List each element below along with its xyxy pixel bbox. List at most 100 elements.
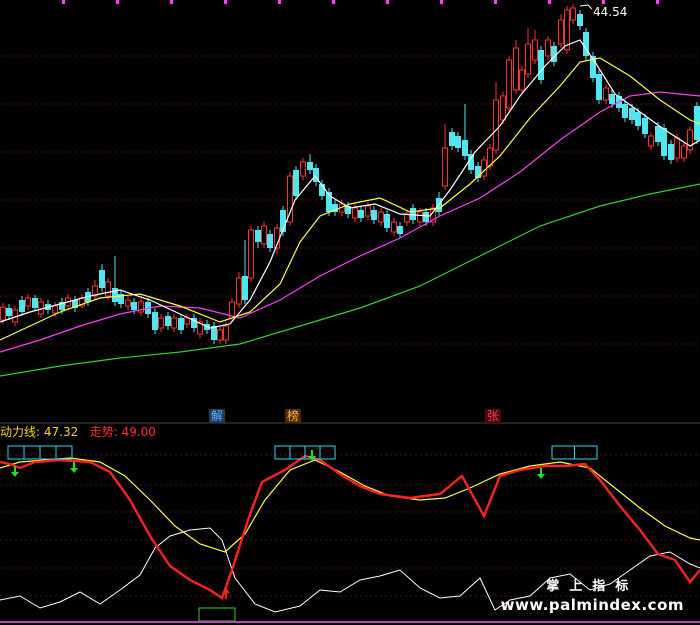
candle-down [468,150,474,174]
candle-body [532,39,538,61]
candle-up [378,208,384,226]
candle-body [648,135,654,147]
candle-down [449,128,455,150]
candle-body [248,229,254,279]
candle-body [570,7,576,21]
candle-up [158,314,164,332]
top-tick [224,0,227,4]
candle-body [72,300,78,308]
top-tick [170,0,173,4]
candle-body [365,205,371,217]
peak-pointer [579,4,593,10]
candle-body [255,230,261,242]
marker-zhang[interactable]: 张 [485,409,502,423]
arrow-head [308,456,316,461]
candle-body [564,9,570,51]
candle-down [410,204,416,224]
candle-down [165,312,171,330]
signal-box-frame [198,607,236,622]
candle-body [661,128,667,156]
candle-body [332,204,338,212]
candle-body [410,208,416,220]
candle-body [423,212,429,222]
candle-body [603,87,609,101]
candle-body [165,316,171,326]
buy-arrow [222,588,230,599]
indicator-grid [0,454,700,597]
candle-body [178,318,184,330]
candle-body [112,288,118,302]
candle-body [223,325,229,341]
candle-up [564,6,570,54]
candle-down [642,114,648,138]
candle-up [236,272,242,308]
indicator-red-line [0,454,700,600]
legend-power-line-value: 47.32 [43,425,79,439]
candle-body [105,281,111,297]
sell-arrow [11,466,19,477]
candle-body [558,19,564,45]
candle-up [261,222,267,248]
candle-up [217,326,223,344]
candle-down [596,70,602,104]
candle-body [506,59,512,109]
marker-jie[interactable]: 解 [209,409,226,423]
candle-body [475,166,481,178]
candle-body [184,317,190,325]
ma-yellow-line [0,57,700,341]
candle-body [307,162,313,170]
candle-down [178,314,184,334]
candle-body [158,317,164,329]
candle-down [152,308,158,334]
candle-body [326,192,332,212]
candle-up [138,298,144,316]
candle-down [72,296,78,312]
candle-down [462,104,468,160]
candle-body [261,225,267,245]
candle-body [455,136,461,148]
candle-body [462,140,468,156]
legend-trend-value: 49.00 [121,425,156,439]
legend-power-line-name: 动力线: [0,425,41,439]
candle-down [590,52,596,82]
candle-body [442,147,448,187]
top-tick [278,0,281,4]
candle-body [287,175,293,223]
signal-boxes [7,445,598,622]
candle-down [371,206,377,224]
sell-arrow [70,462,78,473]
candle-down [475,162,481,182]
top-tick [440,0,443,4]
candle-down [99,264,105,292]
candle-body [371,210,377,220]
watermark-url: www.palmindex.com [500,596,684,614]
signal-box [274,445,336,460]
candle-up [532,30,538,64]
sell-arrow [537,468,545,479]
candle-body [449,132,455,146]
candle-body [668,144,674,160]
candle-body [125,299,131,307]
candle-body [319,184,325,196]
candle-up [197,318,203,338]
ma-green-line [0,183,700,377]
marker-bang[interactable]: 榜 [285,409,302,423]
arrow-head [70,468,78,473]
candle-up [300,158,306,180]
candle-body [267,234,273,248]
top-tick [116,0,119,4]
candle-body [513,47,519,91]
indicator-yellow-line [0,457,700,553]
candle-body [525,43,531,75]
candle-body [236,277,242,305]
top-tick [656,0,659,4]
candle-up [25,294,31,310]
candle-up [442,124,448,190]
candle-body [352,207,358,219]
candle-body [391,221,397,233]
signal-box [7,445,73,460]
candle-body [609,94,615,104]
peak-price-label: 44.54 [593,5,628,19]
ma-white-line [0,39,700,329]
arrow-head [222,588,230,593]
